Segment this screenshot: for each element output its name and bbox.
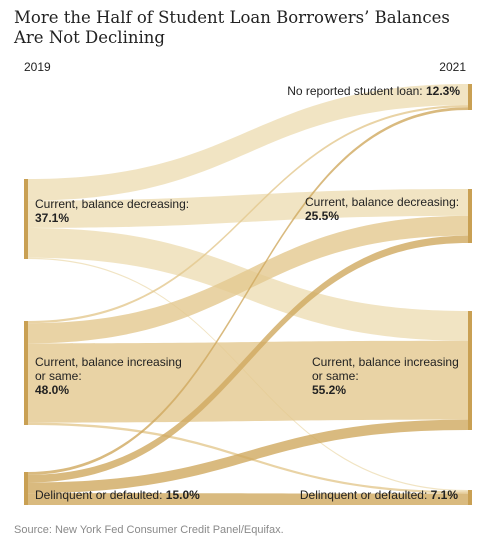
year-label-left: 2019	[24, 60, 51, 74]
flow-cur_dec_2019-to-noloan_2021	[28, 84, 468, 201]
right-label-noloan_2021: No reported student loan: 12.3%	[287, 84, 460, 98]
flow-cur_inc_2019-to-cur_inc_2021	[28, 340, 468, 423]
left-label-cur_dec_2019: Current, balance decreasing: 37.1%	[35, 197, 189, 225]
right-node-cur_dec_2021	[468, 189, 472, 243]
flow-delinq_2019-to-cur_inc_2021	[28, 419, 468, 494]
source-note: Source: New York Fed Consumer Credit Pan…	[14, 524, 284, 536]
right-label-cur_dec_2021: Current, balance decreasing: 25.5%	[305, 195, 459, 223]
flow-delinq_2019-to-noloan_2021	[28, 107, 468, 475]
flow-cur_dec_2019-to-cur_dec_2021	[28, 189, 468, 228]
right-label-delinq_2021: Delinquent or defaulted: 7.1%	[300, 488, 458, 502]
flow-layer	[28, 84, 468, 505]
label-layer: Current, balance decreasing: 37.1% Current…	[35, 84, 460, 502]
right-label-cur_inc_2021: Current, balance increasing or same: 55.2%	[312, 355, 459, 397]
right-node-cur_inc_2021	[468, 311, 472, 430]
flow-delinq_2019-to-delinq_2021	[28, 493, 468, 505]
flow-cur_inc_2019-to-cur_dec_2021	[28, 215, 468, 344]
right-node-noloan_2021	[468, 84, 472, 110]
node-layer	[24, 84, 472, 505]
left-node-delinq_2019	[24, 472, 28, 505]
year-label-right: 2021	[439, 60, 466, 74]
left-node-cur_inc_2019	[24, 321, 28, 425]
left-node-cur_dec_2019	[24, 179, 28, 259]
left-label-cur_inc_2019: Current, balance increasing or same: 48.0%	[35, 355, 182, 397]
chart-title: More the Half of Student Loan Borrowers’…	[14, 8, 450, 47]
left-label-delinq_2019: Delinquent or defaulted: 15.0%	[35, 488, 200, 502]
flow-cur_inc_2019-to-noloan_2021	[28, 105, 468, 324]
right-node-delinq_2021	[468, 490, 472, 505]
flow-delinq_2019-to-cur_dec_2021	[28, 235, 468, 483]
